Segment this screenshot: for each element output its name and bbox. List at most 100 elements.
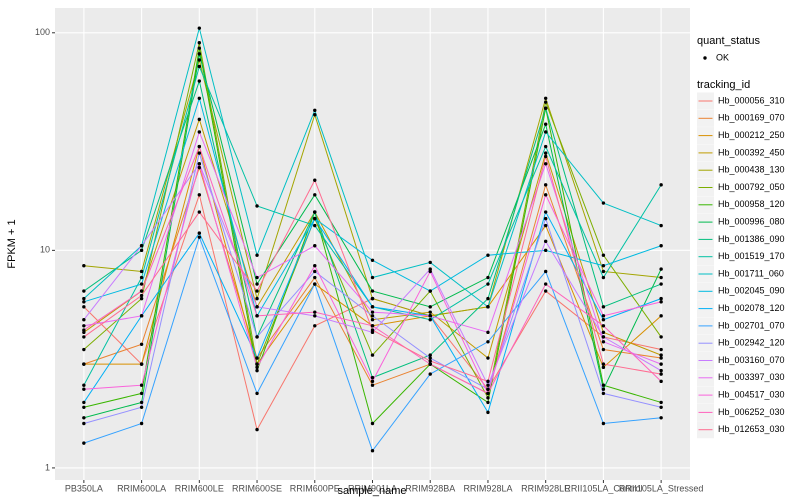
data-point [139,314,144,318]
data-point [486,282,490,286]
data-point [601,391,606,396]
legend-label: Hb_003397_030 [718,372,785,382]
data-point [543,282,548,286]
data-point [543,151,548,155]
data-point [255,362,259,366]
data-point [255,289,259,293]
data-point [197,79,202,83]
data-point [139,244,144,248]
data-point [313,269,317,274]
data-point [428,372,432,376]
data-point [197,58,202,62]
data-point [139,362,144,366]
data-point [428,353,432,357]
data-point [313,210,317,214]
legend-label: Hb_000438_130 [718,165,785,175]
data-point [370,375,375,380]
data-point [313,178,317,182]
data-point [82,305,86,309]
data-point [543,162,548,166]
data-point [370,324,375,328]
x-tick-label: PB350LA [65,483,103,493]
data-point [659,368,663,373]
data-point [659,183,663,187]
data-point [139,421,144,426]
data-point [139,342,144,347]
axes: 1 10 100 PB350LA RRIM600LA RRIM600LE RRIM600SE… [35,27,703,493]
data-point [370,296,375,301]
data-point [543,154,548,159]
x-tick-label: RRIM928LE [521,483,570,493]
legend-label: Hb_012653_030 [718,424,785,434]
data-point [255,275,259,280]
data-point [659,362,663,366]
data-point [197,26,202,30]
data-point [601,264,606,268]
data-point [486,391,490,396]
data-point [486,410,490,415]
data-point [197,46,202,50]
data-point [428,356,432,360]
data-point [313,108,317,113]
data-point [197,52,202,56]
data-point [543,100,548,104]
data-point [82,441,86,445]
data-point [255,391,259,396]
data-point [370,328,375,332]
data-point [139,282,144,286]
data-point [601,387,606,391]
data-point [659,356,663,360]
data-point [486,387,490,391]
data-point [601,253,606,257]
data-point [543,106,548,110]
data-point [659,296,663,301]
data-point [428,269,432,274]
data-point [543,210,548,214]
data-point [255,253,259,257]
data-point [197,41,202,45]
data-point [601,383,606,387]
data-point [543,216,548,221]
data-point [543,144,548,149]
data-point [313,264,317,268]
data-point [659,400,663,405]
data-point [486,275,490,280]
data-point [659,372,663,376]
x-tick-label: RRIM600LE [175,483,224,493]
data-point [82,416,86,420]
data-point [313,275,317,280]
data-point [659,275,663,280]
data-point [313,282,317,286]
data-point [370,353,375,357]
data-point [139,296,144,301]
data-point [255,427,259,432]
data-point [659,314,663,318]
x-tick-label: RRII105LA_Stressed [619,483,704,493]
data-point [659,244,663,248]
data-point [659,353,663,357]
data-point [313,216,317,221]
data-point [486,330,490,335]
points [82,26,663,453]
data-point [601,365,606,370]
data-point [428,310,432,314]
legend-title: tracking_id [697,79,750,91]
data-point [139,269,144,274]
data-point [601,335,606,339]
legend-label: Hb_000996_080 [718,216,785,226]
data-point [370,421,375,426]
data-point [370,258,375,263]
legend-label: Hb_000056_310 [718,95,785,105]
data-point [543,193,548,197]
data-point [82,289,86,293]
data-point [486,356,490,360]
data-point [486,396,490,400]
data-point [255,305,259,309]
data-point [601,275,606,280]
data-point [139,289,144,293]
data-point [486,379,490,384]
x-tick-label: RRIM928LA [463,483,512,493]
data-point [82,387,86,391]
